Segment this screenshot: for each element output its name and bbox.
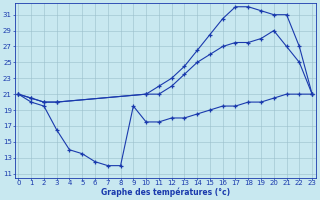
X-axis label: Graphe des températures (°c): Graphe des températures (°c) [101, 188, 230, 197]
